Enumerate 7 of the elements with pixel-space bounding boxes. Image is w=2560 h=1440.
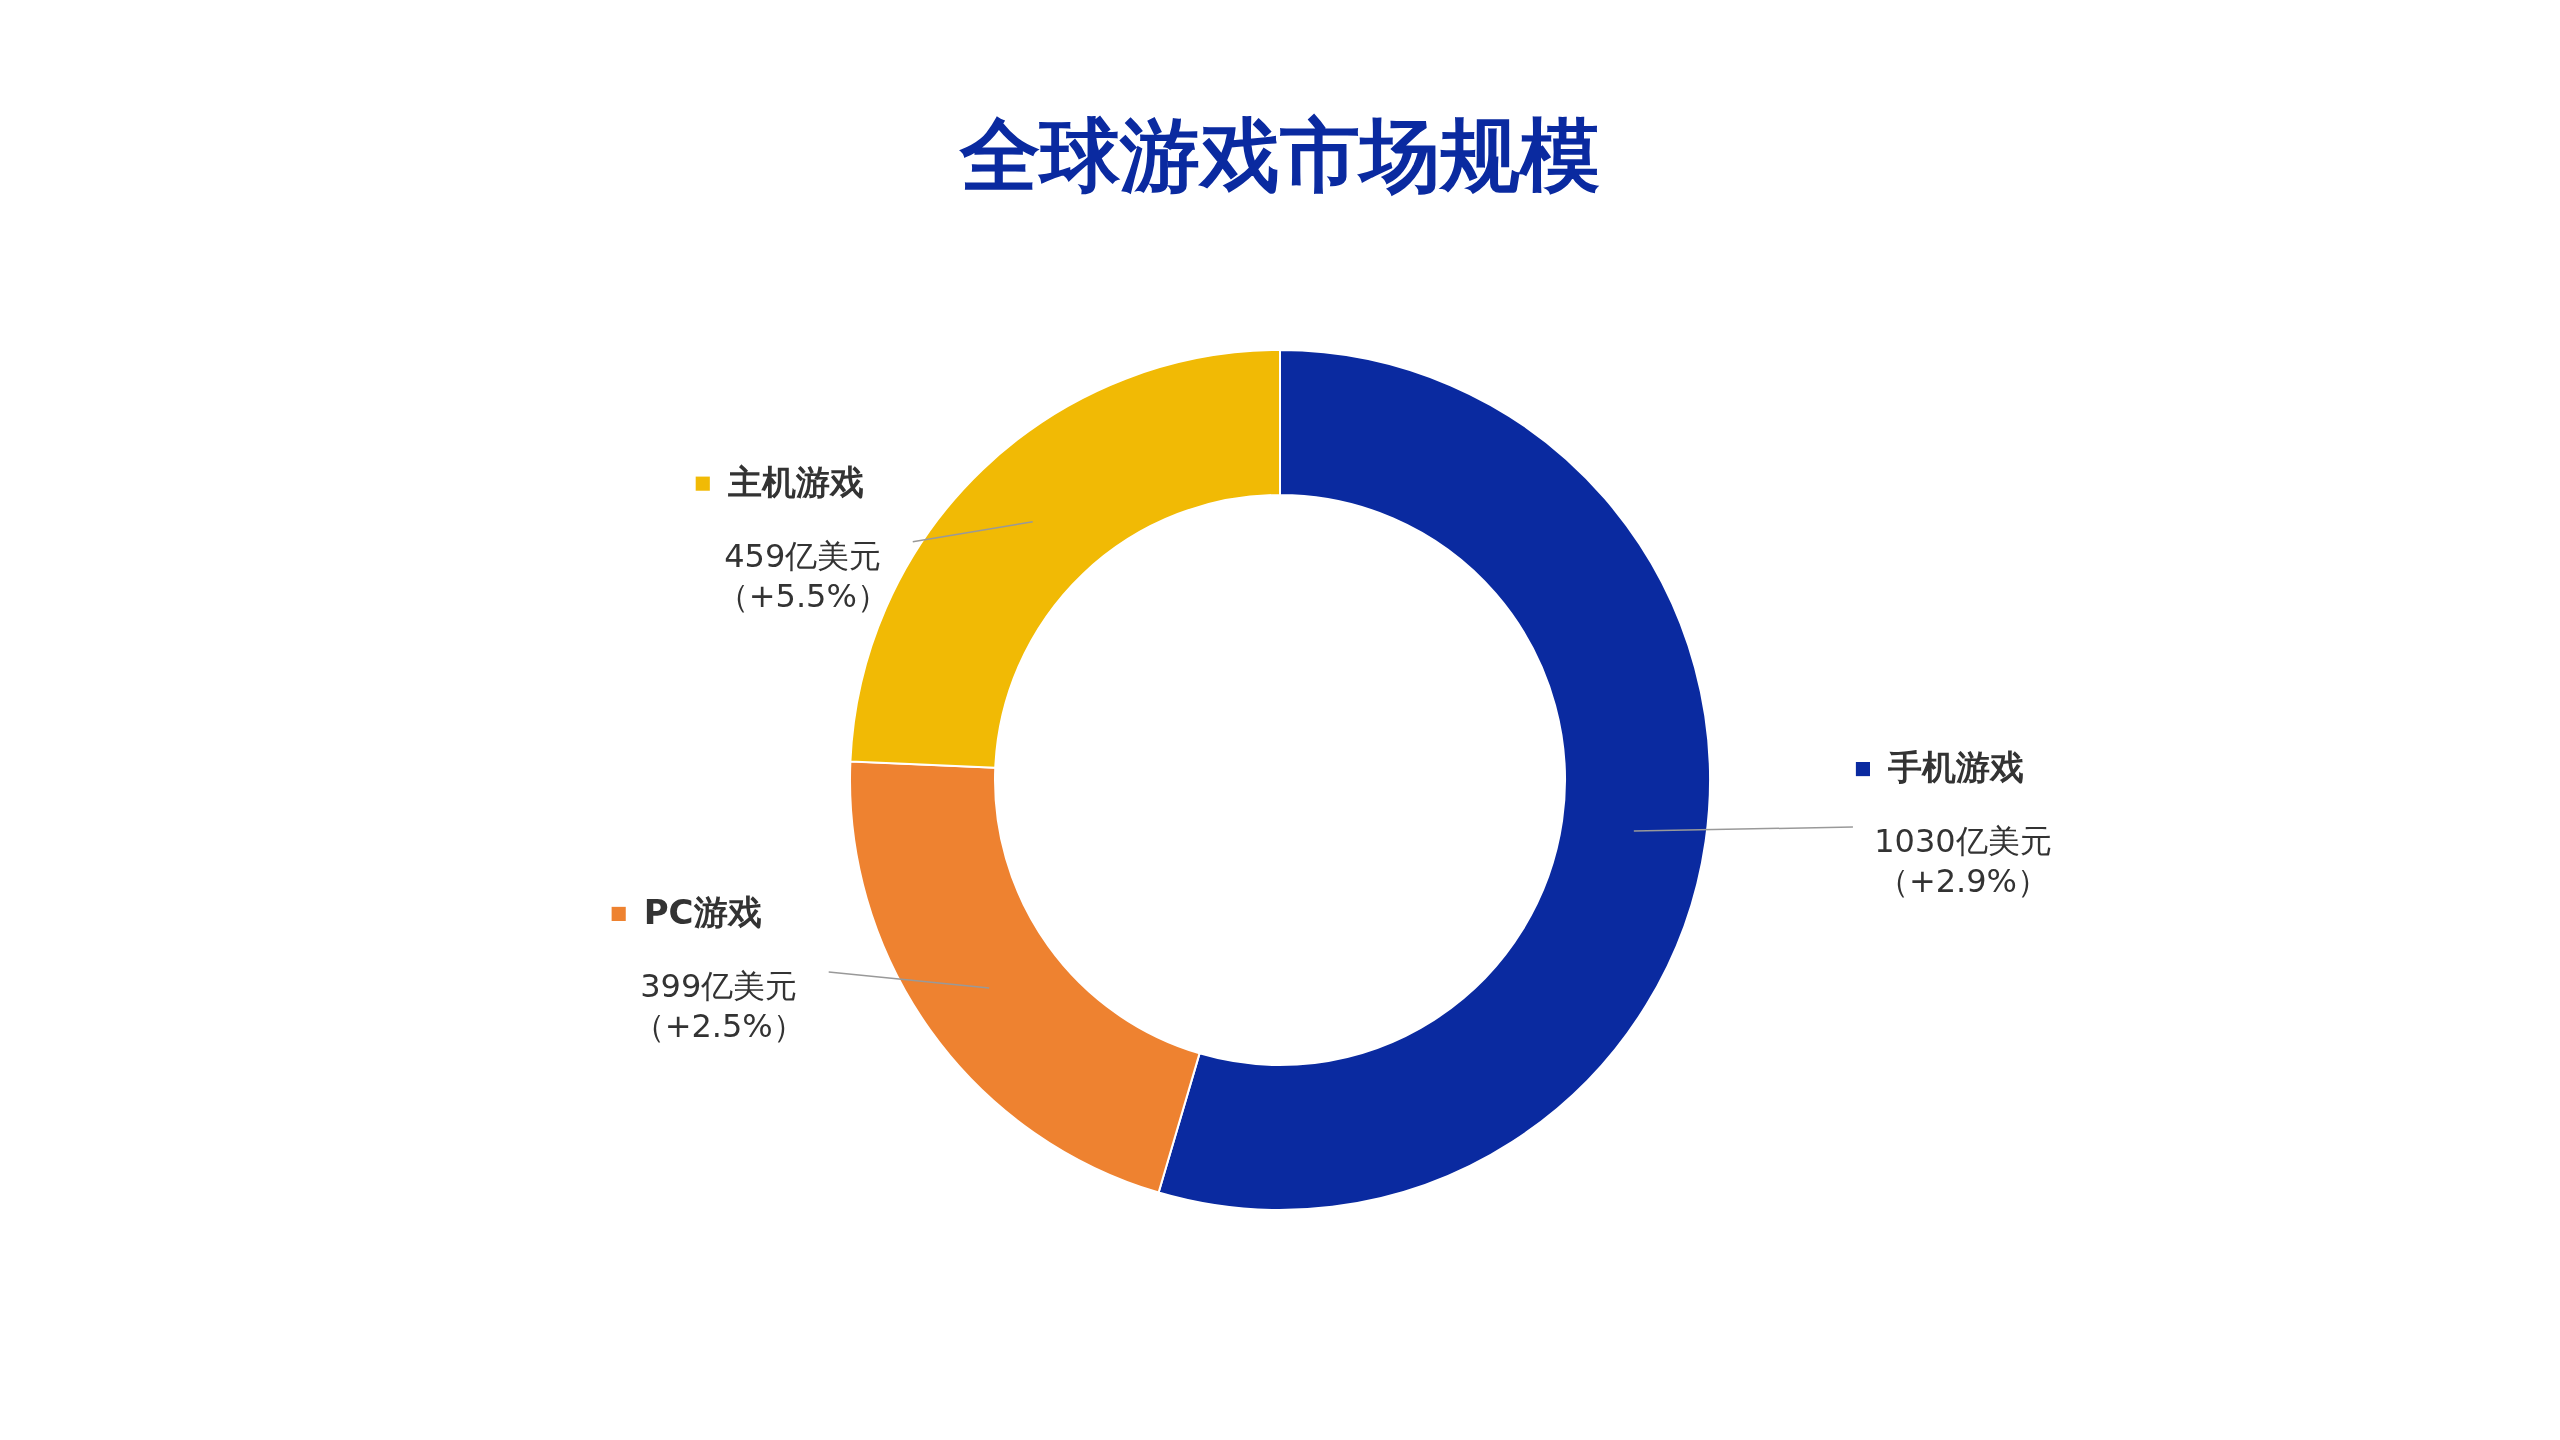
data-label: 1030亿美元（+2.9%） <box>1874 822 2052 901</box>
data-label: 399亿美元（+2.5%） <box>632 966 805 1045</box>
legend-label: 主机游戏 <box>726 461 864 502</box>
legend-label: 手机游戏 <box>1886 747 2024 788</box>
data-label: 459亿美元（+5.5%） <box>716 536 889 615</box>
legend-label: PC游戏 <box>643 891 762 932</box>
chart-title: 全球游戏市场规模 <box>959 109 1600 202</box>
